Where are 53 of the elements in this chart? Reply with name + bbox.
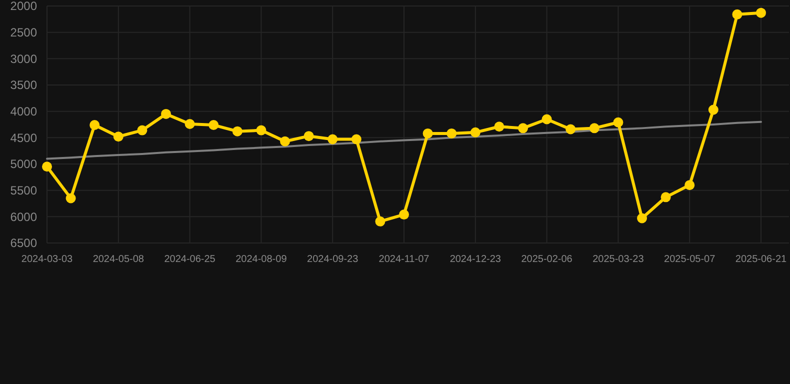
point bbox=[280, 136, 290, 146]
x-tick-label: 2024-11-07 bbox=[378, 254, 430, 265]
point bbox=[137, 125, 148, 136]
point bbox=[66, 193, 76, 204]
x-tick-label: 2024-05-08 bbox=[92, 254, 144, 265]
x-tick-label: 2024-06-25 bbox=[164, 254, 216, 265]
line-series bbox=[46, 120, 762, 160]
point bbox=[708, 104, 718, 115]
y-tick-label: 4500 bbox=[10, 130, 38, 145]
point bbox=[375, 216, 386, 226]
y-tick-label: 5500 bbox=[10, 184, 38, 198]
y-tick-label: 2500 bbox=[10, 26, 38, 40]
point bbox=[494, 122, 504, 132]
point bbox=[328, 134, 338, 144]
y-tick-label: 6000 bbox=[10, 210, 38, 224]
x-tick-label: 2025-05-07 bbox=[664, 254, 716, 265]
point bbox=[256, 125, 266, 136]
x-tick-label: 2024-03-03 bbox=[21, 254, 74, 265]
x-tick-label: 2024-09-23 bbox=[307, 254, 359, 265]
point bbox=[637, 213, 647, 224]
x-tick-label: 2024-12-23 bbox=[450, 254, 502, 265]
point bbox=[113, 132, 124, 142]
point bbox=[542, 114, 552, 124]
point bbox=[42, 162, 52, 172]
x-tick-label: 2025-03-23 bbox=[592, 254, 644, 265]
point bbox=[518, 123, 528, 134]
y-tick-label: 4000 bbox=[10, 104, 38, 119]
point bbox=[184, 118, 195, 129]
y-tick-label: 3000 bbox=[10, 52, 38, 66]
point bbox=[756, 8, 766, 18]
point bbox=[732, 9, 742, 20]
y-tick-label: 5000 bbox=[10, 157, 38, 172]
point bbox=[422, 128, 433, 138]
point bbox=[684, 180, 695, 190]
x-tick-label: 2025-02-06 bbox=[521, 254, 573, 265]
point bbox=[660, 192, 671, 202]
point bbox=[613, 117, 624, 128]
point bbox=[566, 124, 576, 134]
point bbox=[208, 120, 219, 130]
point bbox=[161, 108, 171, 119]
point bbox=[446, 128, 457, 138]
x-tick-label: 2024-08-09 bbox=[236, 254, 288, 265]
y-tick-label: 2000 bbox=[10, 0, 38, 14]
y-tick-label: 6500 bbox=[10, 236, 38, 250]
point bbox=[589, 123, 600, 134]
x-tick-label: 2025-06-21 bbox=[735, 254, 788, 265]
point bbox=[232, 126, 242, 136]
point bbox=[470, 127, 480, 138]
point bbox=[90, 120, 100, 130]
y-tick-label: 3500 bbox=[10, 78, 38, 92]
point bbox=[399, 210, 409, 220]
point bbox=[351, 134, 362, 144]
point bbox=[304, 131, 314, 142]
